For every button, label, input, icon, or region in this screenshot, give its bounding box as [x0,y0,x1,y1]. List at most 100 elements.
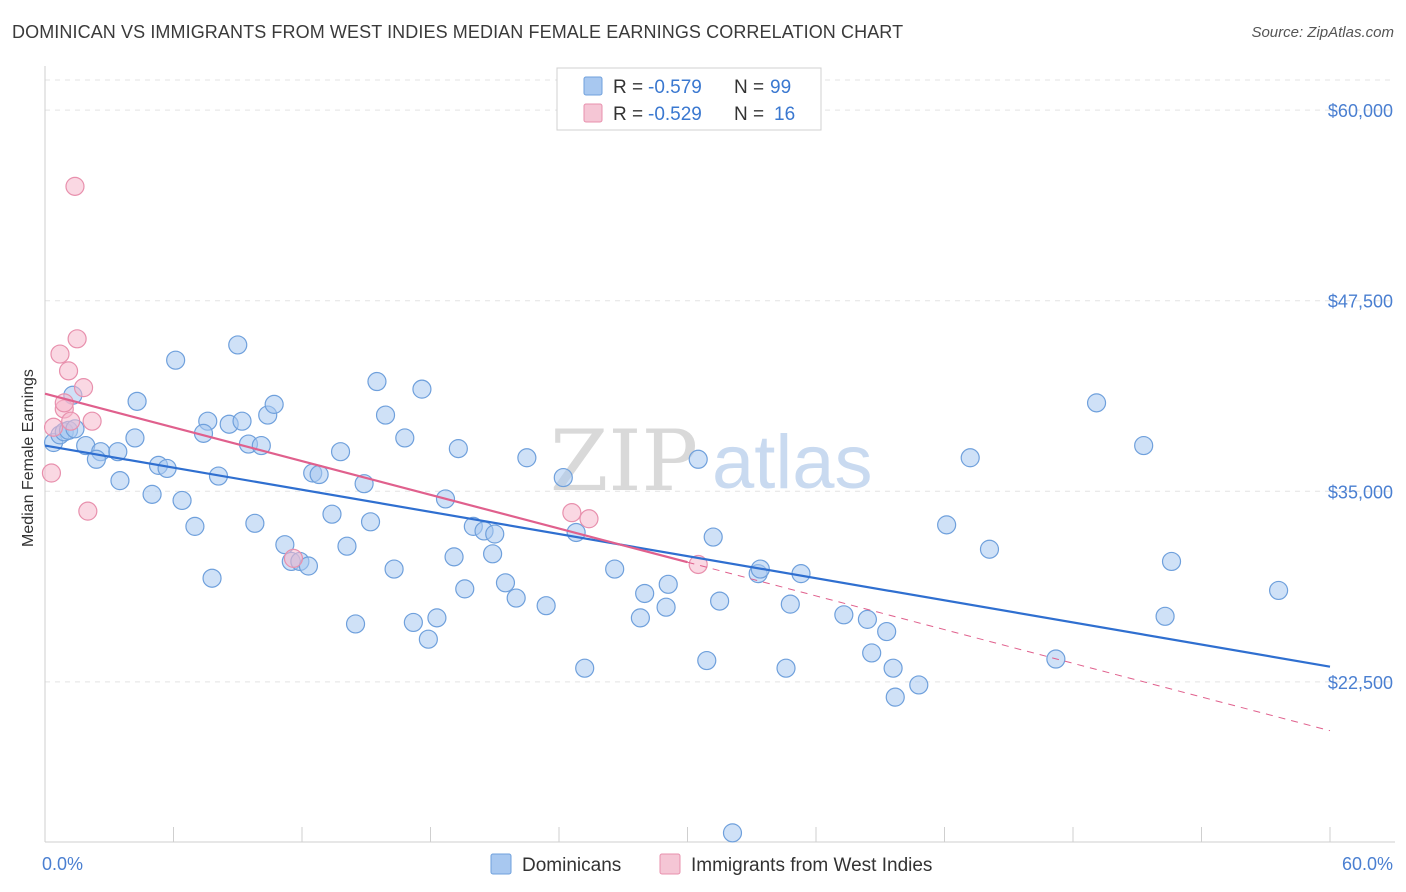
dominicans-point [395,428,415,448]
x-tick-label-min: 0.0% [42,854,83,874]
dominicans-point [360,512,381,532]
dominicans-point [605,559,625,579]
dominicans-point [483,544,503,564]
legend-n-value-1: 16 [774,104,795,125]
y-tick-label: $47,500 [1328,292,1393,312]
west-indies-point [67,329,87,349]
dominicans-point [635,583,655,604]
dominicans-point [1086,393,1107,413]
y-axis-label: Median Female Earnings [20,369,37,547]
dominicans-point [536,596,556,616]
trend-lines [44,392,1331,732]
dominicans-point [883,658,903,678]
west-indies-point [58,361,79,381]
dominicans-point [710,591,730,611]
dominicans-point [367,371,387,392]
dominicans-point [1155,606,1175,626]
dominicans-point [960,448,980,468]
dominicans-point [142,484,162,504]
dominicans-point [553,467,573,488]
dominicans-point [495,573,516,593]
west-indies-point [43,417,64,437]
bottom-legend: Dominicans Immigrants from West Indies [490,853,932,876]
bottom-legend-dominicans: Dominicans [522,855,621,876]
y-tick-labels: $22,500 $35,000 $47,500 $60,000 [1328,101,1393,693]
dominicans-point [776,658,796,678]
dominicans-point [228,335,248,355]
dominicans-point [264,394,284,414]
dominicans-point [656,597,676,617]
dominicans-point [877,621,897,642]
dominicans-point [885,687,905,707]
dominicans-point [506,588,526,608]
dominicans-trend-line [44,444,1331,668]
dominicans-point [127,391,147,411]
legend-n-value-0: 99 [770,77,791,98]
bottom-legend-swatch-dominicans [490,853,512,875]
dominicans-point [185,516,205,536]
dominicans-point [166,350,186,370]
dominicans-point [330,442,351,462]
legend-r-value-1: -0.529 [648,104,702,125]
dominicans-point [937,515,957,535]
west-indies-point [562,503,582,523]
watermark-zip: ZIP [550,412,698,510]
west-indies-point [579,509,599,529]
dominicans-point [110,471,130,491]
dominicans-point [298,556,319,576]
x-tick-label-max: 60.0% [1342,854,1393,874]
dominicans-point [412,379,432,399]
chart-title: DOMINICAN VS IMMIGRANTS FROM WEST INDIES… [12,22,904,42]
dominicans-point [703,527,723,547]
y-tick-label: $35,000 [1328,482,1393,502]
dominicans-point [857,609,878,629]
dominicans-point [722,823,743,843]
axes [44,66,1395,843]
legend-swatch-west-indies [583,103,603,123]
dominicans-point [427,608,447,628]
dominicans-point [337,536,357,556]
dominicans-point [345,614,366,634]
west-indies-trend-line [44,392,688,564]
dominicans-point [202,568,222,588]
bottom-legend-west-indies: Immigrants from West Indies [691,855,932,876]
dominicans-point [909,675,929,695]
west-indies-point [65,176,85,196]
west-indies-point [688,554,708,575]
legend-r-value-0: -0.579 [648,77,702,98]
dominicans-point [575,658,595,678]
dominicans-point [1161,551,1182,572]
dominicans-point [658,574,678,594]
west-indies-points [41,176,708,575]
dominicans-point [172,490,192,511]
y-tick-label: $60,000 [1328,101,1393,121]
dominicans-point [444,547,464,567]
legend: R = -0.579 N = 99 R = -0.529 N = 16 [556,67,822,131]
west-indies-point [61,411,81,431]
west-indies-point [283,548,304,568]
watermark: ZIP atlas [550,412,873,510]
dominicans-point [455,579,475,599]
west-indies-point [82,411,102,431]
dominicans-point [697,650,717,671]
dominicans-point [485,524,505,544]
legend-n-label-0: N = [734,77,764,98]
dominicans-point [384,559,404,579]
legend-r-label-0: R = [613,77,643,98]
west-indies-point [41,463,62,483]
dominicans-point [979,539,1000,559]
dominicans-point [125,428,145,448]
dominicans-point [275,535,295,555]
legend-swatch-dominicans [583,76,603,96]
dominicans-point [418,629,438,649]
dominicans-point [322,504,342,524]
dominicans-point [1268,580,1289,601]
dominicans-point [1134,435,1154,456]
west-indies-trend-line-extension [687,561,1331,732]
dominicans-point [688,449,708,469]
y-tick-label: $22,500 [1328,673,1393,693]
dominicans-point [862,643,882,663]
chart-source: Source: ZipAtlas.com [1251,24,1394,41]
dominicans-point [780,594,800,614]
